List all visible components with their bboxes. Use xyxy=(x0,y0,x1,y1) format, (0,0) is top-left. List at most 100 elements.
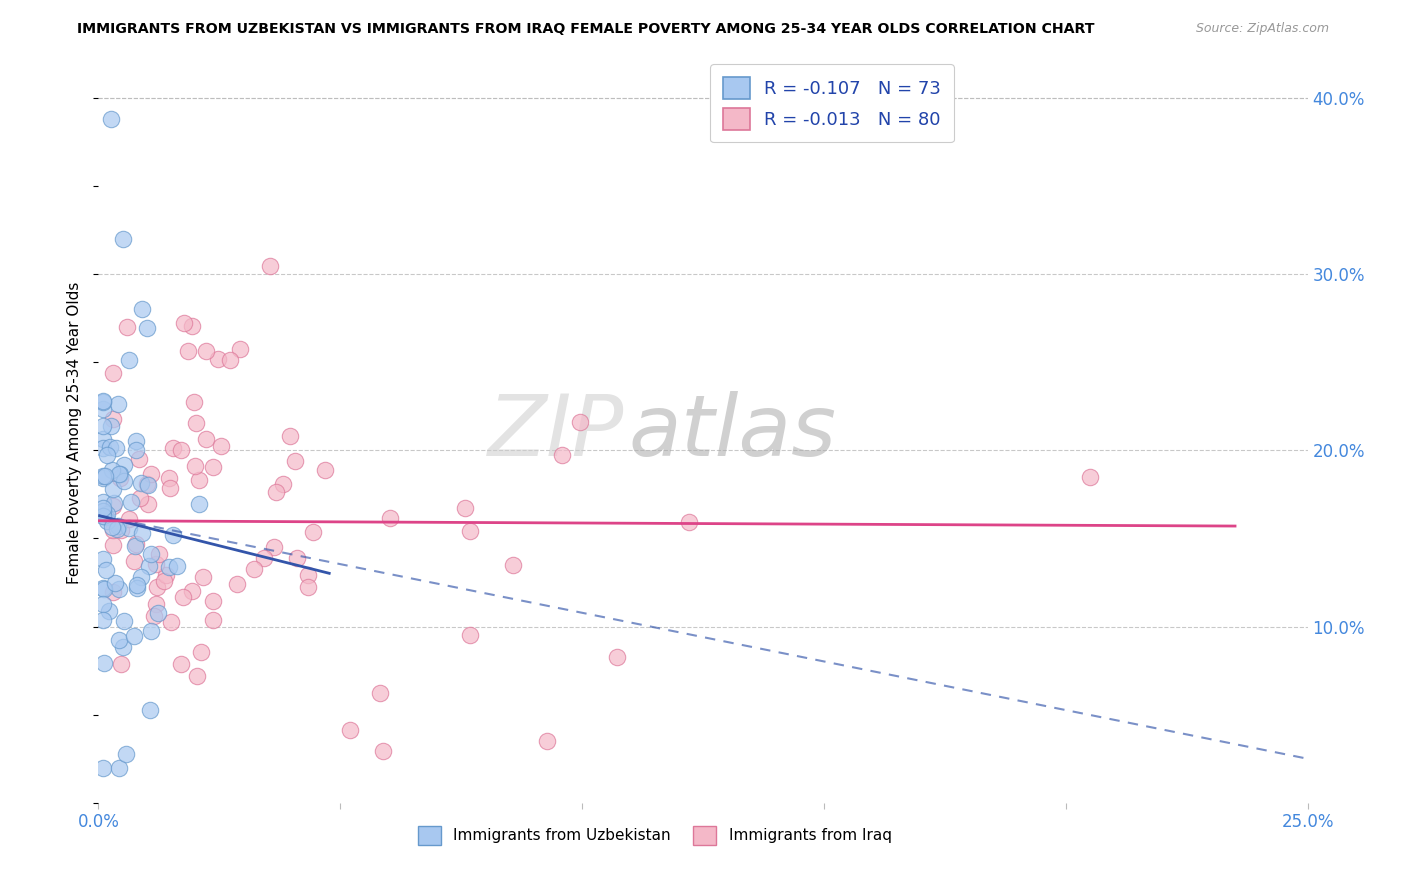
Point xyxy=(96,564,118,578)
Point xyxy=(536,734,558,748)
Point xyxy=(211,439,233,453)
Y-axis label: Female Poverty Among 25-34 Year Olds: Female Poverty Among 25-34 Year Olds xyxy=(67,282,83,583)
Point xyxy=(112,614,135,628)
Point xyxy=(110,657,132,671)
Point xyxy=(122,630,145,644)
Point xyxy=(201,614,224,628)
Point xyxy=(297,567,319,582)
Point xyxy=(142,609,165,624)
Point xyxy=(98,605,121,619)
Point xyxy=(124,537,146,551)
Point xyxy=(131,570,153,584)
Point xyxy=(454,501,477,516)
Point xyxy=(188,497,211,511)
Point xyxy=(129,491,152,505)
Point xyxy=(135,321,157,335)
Point xyxy=(157,559,180,574)
Point xyxy=(186,669,208,683)
Point xyxy=(91,432,114,446)
Point xyxy=(170,657,193,671)
Point xyxy=(122,554,145,568)
Point xyxy=(118,512,141,526)
Point xyxy=(91,582,114,596)
Point xyxy=(117,319,139,334)
Point xyxy=(101,539,124,553)
Point xyxy=(100,419,122,434)
Legend: Immigrants from Uzbekistan, Immigrants from Iraq: Immigrants from Uzbekistan, Immigrants f… xyxy=(412,820,897,851)
Point xyxy=(141,624,163,638)
Point xyxy=(107,397,129,411)
Point xyxy=(91,394,114,409)
Point xyxy=(139,704,162,718)
Point xyxy=(111,640,134,654)
Point xyxy=(184,417,207,431)
Point xyxy=(138,559,160,574)
Point xyxy=(110,467,132,481)
Point xyxy=(108,467,131,482)
Point xyxy=(94,469,117,483)
Point xyxy=(302,525,325,540)
Point xyxy=(91,509,114,524)
Point xyxy=(125,581,148,595)
Point xyxy=(96,515,118,529)
Point xyxy=(100,463,122,477)
Point xyxy=(502,558,524,572)
Point xyxy=(135,476,157,491)
Point xyxy=(101,482,124,496)
Point xyxy=(112,458,135,473)
Point xyxy=(131,525,153,540)
Point xyxy=(606,649,628,664)
Text: ZIP: ZIP xyxy=(488,391,624,475)
Point xyxy=(91,402,114,417)
Point xyxy=(157,470,180,484)
Point xyxy=(253,550,276,565)
Point xyxy=(460,628,482,642)
Point xyxy=(105,442,128,456)
Point xyxy=(111,232,134,246)
Point xyxy=(91,418,114,433)
Point xyxy=(91,613,114,627)
Point xyxy=(152,574,174,589)
Point xyxy=(284,453,307,467)
Point xyxy=(373,744,395,758)
Point xyxy=(91,760,114,774)
Point xyxy=(183,395,205,409)
Point xyxy=(141,547,163,561)
Point xyxy=(91,504,114,518)
Point xyxy=(297,580,319,594)
Point xyxy=(91,441,114,455)
Point xyxy=(101,366,124,380)
Point xyxy=(91,501,114,516)
Point xyxy=(285,550,308,565)
Point xyxy=(108,582,131,597)
Point xyxy=(180,319,202,334)
Point xyxy=(101,584,124,599)
Point xyxy=(170,442,193,457)
Point xyxy=(93,582,115,596)
Point xyxy=(159,615,181,629)
Point xyxy=(187,473,209,487)
Point xyxy=(138,497,160,511)
Point xyxy=(101,499,124,513)
Point xyxy=(131,302,153,317)
Point xyxy=(678,516,700,530)
Point xyxy=(91,494,114,508)
Point xyxy=(458,524,481,538)
Point xyxy=(91,394,114,409)
Point xyxy=(91,469,114,483)
Point xyxy=(219,353,242,368)
Point xyxy=(103,523,125,537)
Point xyxy=(380,510,402,524)
Point xyxy=(155,567,177,582)
Point xyxy=(207,351,229,366)
Point xyxy=(100,440,122,454)
Point xyxy=(91,597,114,611)
Point xyxy=(114,474,136,488)
Point xyxy=(1078,469,1101,483)
Point xyxy=(103,495,125,509)
Point xyxy=(259,259,281,273)
Point xyxy=(314,463,336,477)
Point xyxy=(108,471,131,485)
Point xyxy=(166,559,188,574)
Point xyxy=(128,451,150,466)
